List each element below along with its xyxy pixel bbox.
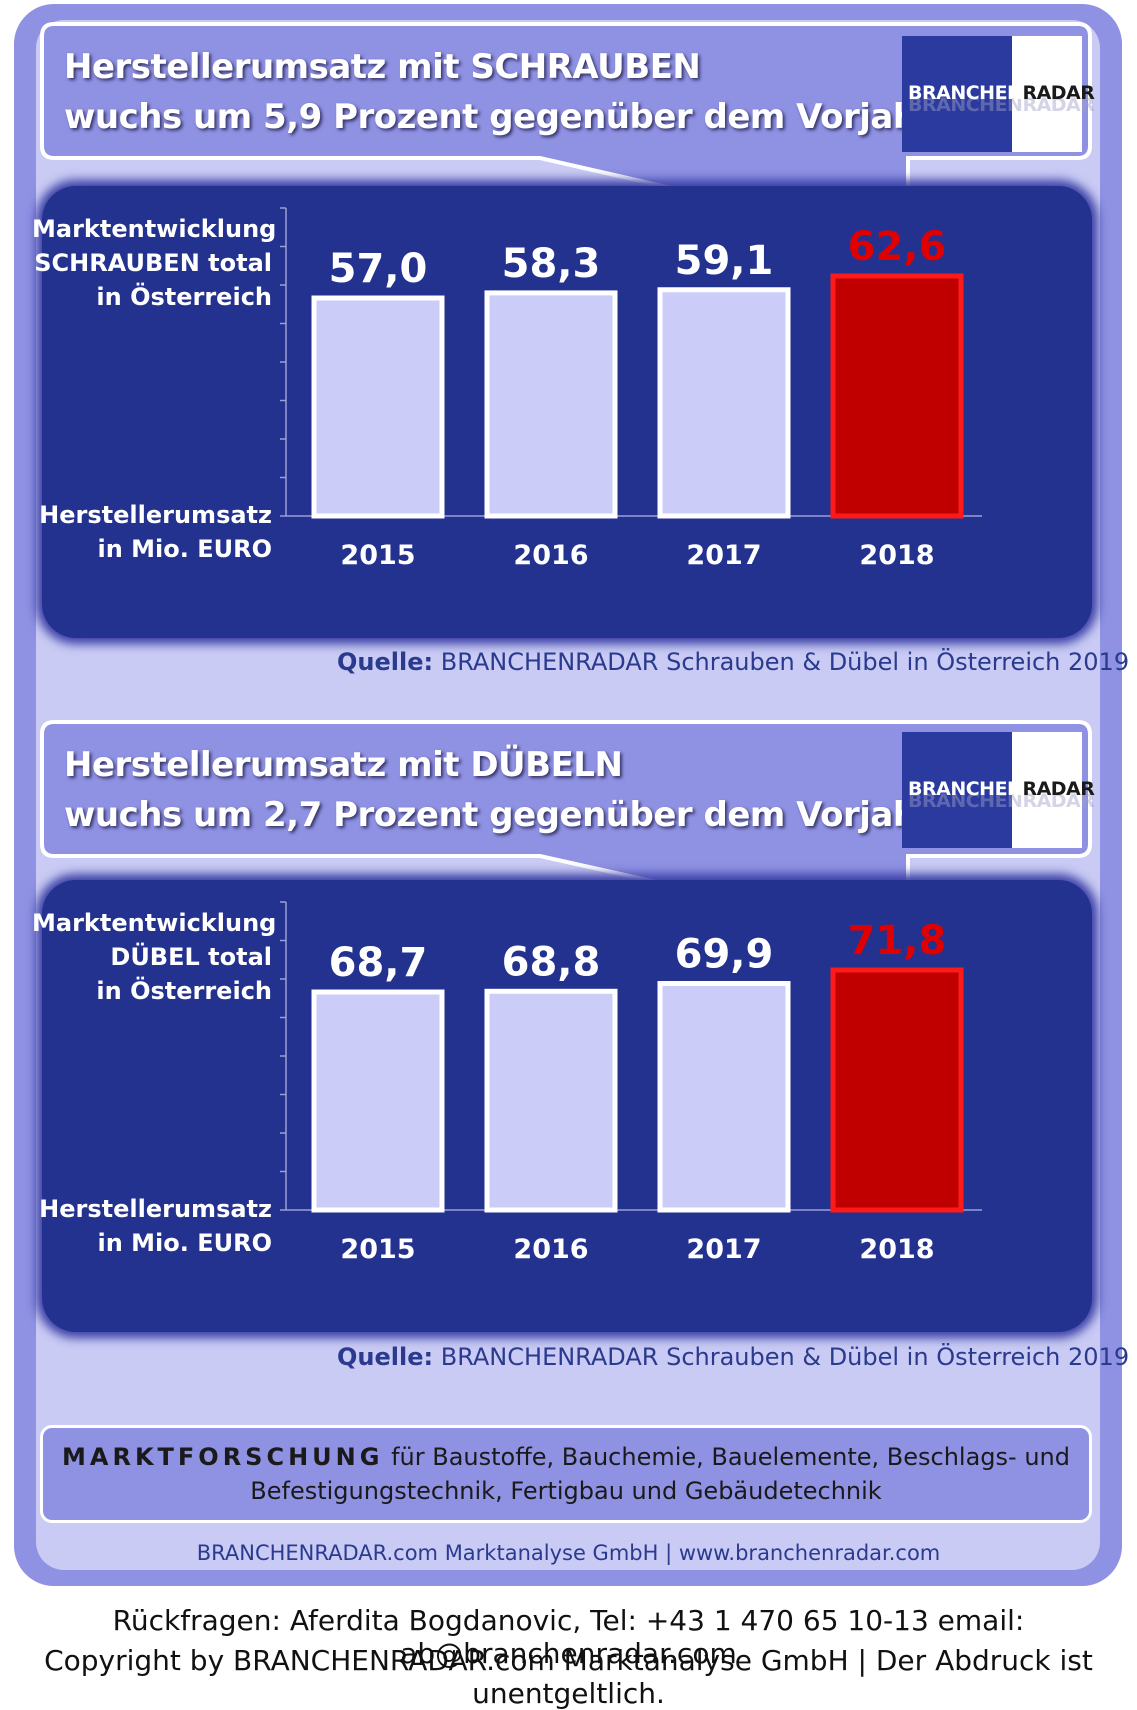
value-label-2015: 57,0 <box>329 246 428 292</box>
marktforschung-box: MARKTFORSCHUNG für Baustoffe, Bauchemie,… <box>40 1425 1092 1523</box>
bar-2017 <box>657 980 791 1213</box>
bar-2015 <box>311 295 445 519</box>
bar-2018 <box>830 967 964 1213</box>
bar-2015 <box>311 989 445 1213</box>
y-label-bottom-2-line-1: Herstellerumsatz <box>39 1195 272 1223</box>
category-label-2017: 2017 <box>686 1234 761 1265</box>
category-label-2016: 2016 <box>513 1234 588 1265</box>
value-label-2016: 68,8 <box>502 939 601 985</box>
y-label-top-1-line-3: in Österreich <box>96 283 272 311</box>
bar-2018 <box>830 273 964 519</box>
y-label-top-1: Marktentwicklung SCHRAUBEN total in Öste… <box>32 212 277 314</box>
y-label-top-1-line-1: Marktentwicklung <box>32 215 277 243</box>
chart-panel-2: Marktentwicklung DÜBEL total in Österrei… <box>32 880 1092 1332</box>
y-label-top-1-line-2: SCHRAUBEN total <box>34 249 272 277</box>
y-label-bottom-1-line-1: Herstellerumsatz <box>39 501 272 529</box>
source-2-text: BRANCHENRADAR Schrauben & Dübel in Öster… <box>433 1343 1130 1371</box>
headline-2: Herstellerumsatz mit DÜBELN wuchs um 2,7… <box>64 740 933 840</box>
marktforschung-heading: MARKTFORSCHUNG <box>62 1443 384 1471</box>
category-label-2015: 2015 <box>340 540 415 571</box>
y-label-top-2-line-2: DÜBEL total <box>110 943 272 971</box>
y-label-bottom-2-line-2: in Mio. EURO <box>97 1229 272 1257</box>
source-2: Quelle: BRANCHENRADAR Schrauben & Dübel … <box>337 1343 1129 1371</box>
marktforschung-line-1: MARKTFORSCHUNG für Baustoffe, Bauchemie,… <box>43 1440 1089 1474</box>
y-label-top-2-line-1: Marktentwicklung <box>32 909 277 937</box>
category-label-2018: 2018 <box>859 1234 934 1265</box>
category-label-2018: 2018 <box>859 540 934 571</box>
source-1-label: Quelle: <box>337 648 434 676</box>
marktforschung-text-1: für Baustoffe, Bauchemie, Bauelemente, B… <box>383 1443 1070 1471</box>
category-label-2016: 2016 <box>513 540 588 571</box>
logo-wordmark: BRANCHENRADAR <box>908 778 1095 800</box>
value-label-2017: 59,1 <box>675 238 774 284</box>
source-1: Quelle: BRANCHENRADAR Schrauben & Dübel … <box>337 648 1129 676</box>
copyright-line: Copyright by BRANCHENRADAR.com Marktanal… <box>44 1644 1093 1710</box>
bar-2016 <box>484 290 618 519</box>
y-label-bottom-1-line-2: in Mio. EURO <box>97 535 272 563</box>
chart-panel-1: Marktentwicklung SCHRAUBEN total in Öste… <box>32 186 1092 638</box>
y-label-top-2: Marktentwicklung DÜBEL total in Österrei… <box>32 906 277 1008</box>
bar-2017 <box>657 287 791 519</box>
logo-blue-block <box>902 36 1012 152</box>
logo-reflection: BRANCHENRADAR <box>908 790 1095 812</box>
headline-1: Herstellerumsatz mit SCHRAUBEN wuchs um … <box>64 42 933 142</box>
logo-reflection: BRANCHENRADAR <box>908 94 1095 116</box>
contact-line: Rückfragen: Aferdita Bogdanovic, Tel: +4… <box>112 1604 1025 1670</box>
source-2-label: Quelle: <box>337 1343 434 1371</box>
y-label-bottom-1: Herstellerumsatz in Mio. EURO <box>32 498 272 566</box>
branchenradar-logo-1: BRANCHENRADAR BRANCHENRADAR <box>902 36 1095 152</box>
category-label-2017: 2017 <box>686 540 761 571</box>
headline-2-line-2: wuchs um 2,7 Prozent gegenüber dem Vorja… <box>64 795 933 835</box>
headline-bubble-1: Herstellerumsatz mit SCHRAUBEN wuchs um … <box>40 22 1092 245</box>
y-label-bottom-2: Herstellerumsatz in Mio. EURO <box>32 1192 272 1260</box>
source-1-text: BRANCHENRADAR Schrauben & Dübel in Öster… <box>433 648 1130 676</box>
value-label-2018: 62,6 <box>848 224 947 270</box>
category-label-2015: 2015 <box>340 1234 415 1265</box>
bar-chart-1: 57,0 2015 58,3 2016 59,1 2017 62,6 2018 <box>280 207 982 571</box>
bar-2016 <box>484 988 618 1213</box>
branchenradar-logo-2: BRANCHENRADAR BRANCHENRADAR <box>902 732 1095 848</box>
y-label-top-2-line-3: in Österreich <box>96 977 272 1005</box>
value-label-2016: 58,3 <box>502 241 601 287</box>
value-label-2017: 69,9 <box>675 931 774 977</box>
headline-1-line-1: Herstellerumsatz mit SCHRAUBEN <box>64 47 701 87</box>
value-label-2015: 68,7 <box>329 940 428 986</box>
headline-1-line-2: wuchs um 5,9 Prozent gegenüber dem Vorja… <box>64 97 933 137</box>
value-label-2018: 71,8 <box>848 918 947 964</box>
marktforschung-line-2: Befestigungstechnik, Fertigbau und Gebäu… <box>250 1477 882 1505</box>
logo-blue-block <box>902 732 1012 848</box>
logo-wordmark: BRANCHENRADAR <box>908 82 1095 104</box>
bar-chart-2: 68,7 2015 68,8 2016 69,9 2017 71,8 2018 <box>280 901 982 1265</box>
headline-2-line-1: Herstellerumsatz mit DÜBELN <box>64 745 623 785</box>
company-line: BRANCHENRADAR.com Marktanalyse GmbH | ww… <box>196 1541 941 1565</box>
